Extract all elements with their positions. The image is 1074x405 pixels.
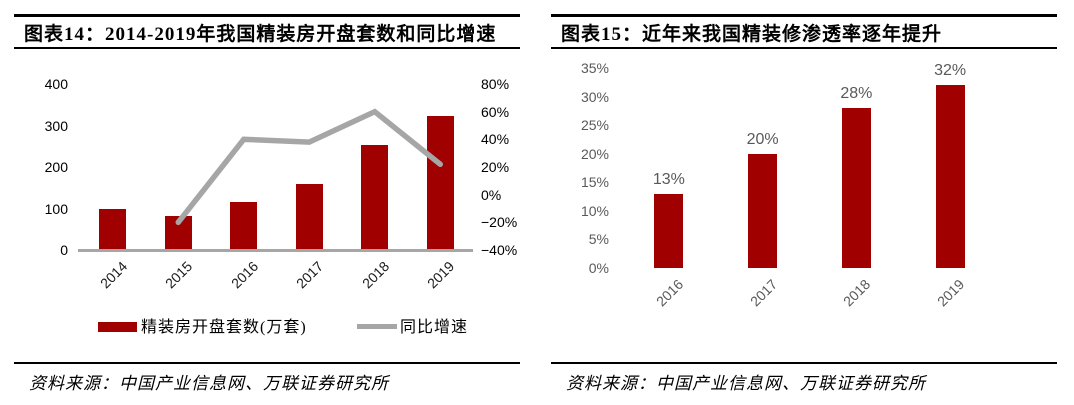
x-axis-line: [78, 249, 473, 252]
data-label-2017: 20%: [746, 130, 779, 148]
right-axis-tick: −40%: [481, 242, 518, 258]
left-axis-tick: 0: [60, 242, 68, 258]
x-label-2016: 2016: [652, 276, 687, 310]
left-axis-tick: 200: [44, 159, 68, 175]
figure-14-source-rule: [14, 362, 520, 364]
figure-15-source-rule: [551, 362, 1057, 364]
y-axis-tick: 35%: [580, 60, 609, 76]
data-label-2019: 32%: [934, 62, 967, 80]
bar-2016: [230, 202, 258, 250]
right-axis-tick: −20%: [481, 214, 518, 231]
figure-15-top-rule: [551, 14, 1057, 17]
y-axis-tick: 0%: [588, 260, 609, 276]
y-axis-tick: 10%: [580, 202, 609, 219]
y-axis-tick: 20%: [580, 145, 609, 162]
bar-2014: [99, 208, 127, 250]
left-axis-tick: 300: [44, 117, 68, 134]
data-label-2016: 13%: [652, 170, 685, 188]
bar-2018: [361, 145, 389, 250]
right-axis-tick: 40%: [481, 131, 510, 148]
figure-15-panel: 图表15：近年来我国精装修渗透率逐年提升 35% 30% 25% 20% 15% 10% 5…: [537, 0, 1074, 405]
bar-2019: [426, 115, 454, 250]
data-label-2018: 28%: [840, 85, 873, 102]
right-axis-tick: 60%: [481, 103, 510, 120]
left-axis-tick: 400: [44, 76, 68, 92]
figure-15-source: 资料来源：中国产业信息网、万联证券研究所: [566, 374, 926, 393]
figure-14-chart: 400 300 200 100 0 80% 60% 40% 20% 0% −20% −40% 2014 2…: [44, 76, 518, 291]
growth-line: [175, 108, 443, 226]
left-axis-tick: 100: [44, 200, 68, 217]
figure-15-title: 图表15：近年来我国精装修渗透率逐年提升: [561, 24, 943, 45]
y-axis-tick: 25%: [580, 117, 609, 134]
figure-14-title-rule: [14, 47, 520, 49]
figure-15-chart: 35% 30% 25% 20% 15% 10% 5% 0% 13% 20% 28% 32% 2016 20…: [537, 0, 1074, 405]
y-axis-tick: 15%: [580, 174, 609, 191]
bar-2016: [654, 193, 684, 268]
y-axis-tick: 5%: [588, 231, 609, 248]
line-series-legend-label: 同比增速: [400, 319, 469, 336]
right-axis-tick: 0%: [481, 186, 502, 203]
bar-2019: [935, 85, 965, 268]
x-label-2017: 2017: [746, 276, 780, 310]
right-axis-tick: 80%: [481, 76, 510, 92]
right-axis-tick: 20%: [481, 159, 510, 175]
figure-15-title-rule: [551, 47, 1057, 49]
x-label-2018: 2018: [840, 276, 874, 310]
line-series-legend-swatch: [357, 324, 397, 329]
figure-14-top-rule: [14, 14, 520, 17]
figure-14-source: 资料来源：中国产业信息网、万联证券研究所: [29, 374, 389, 393]
bar-series-legend-swatch: [98, 322, 137, 332]
growth-line-layer: [175, 108, 443, 226]
bar-2017: [295, 184, 323, 250]
bar-2017: [748, 153, 778, 268]
figure-14-panel: 图表14：2014-2019年我国精装房开盘套数和同比增速 400 300 200 1…: [14, 14, 520, 393]
x-label-2019: 2019: [934, 276, 968, 310]
bar-series-legend-label: 精装房开盘套数(万套): [141, 319, 307, 336]
y-axis-tick: 30%: [580, 88, 609, 105]
bar-2018: [841, 108, 871, 268]
figure-14-title: 图表14：2014-2019年我国精装房开盘套数和同比增速: [24, 24, 497, 45]
